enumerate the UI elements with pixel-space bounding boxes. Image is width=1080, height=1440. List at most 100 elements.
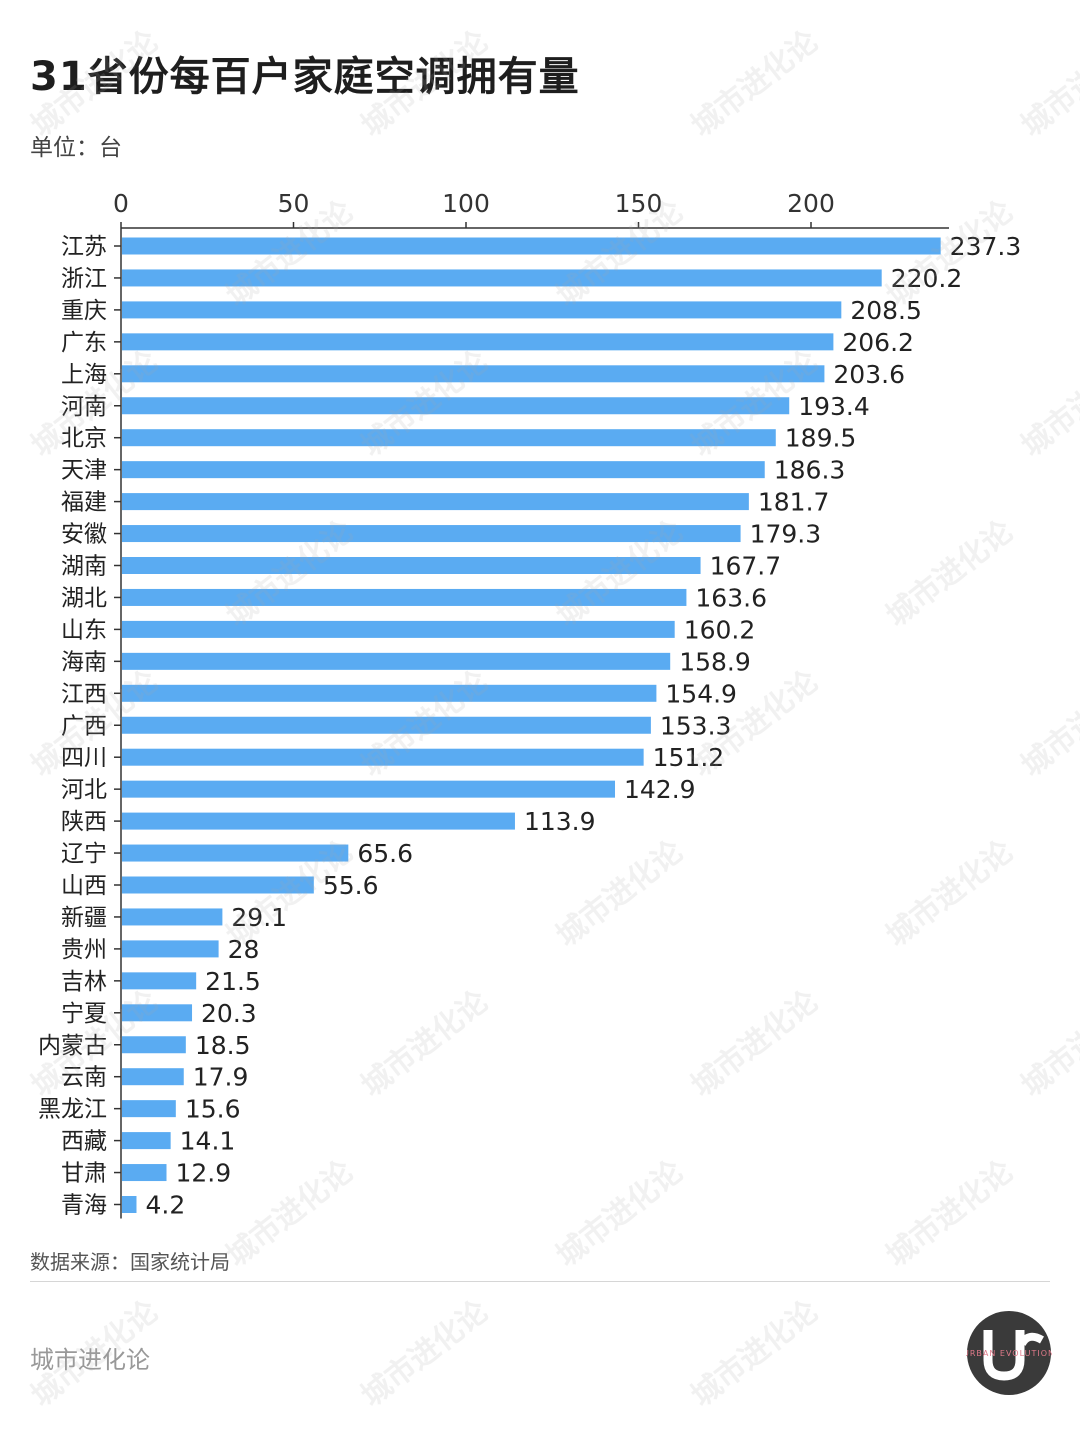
bar	[122, 748, 644, 766]
category-label: 内蒙古	[38, 1033, 107, 1059]
x-tick-label: 200	[787, 189, 835, 218]
category-label: 广西	[61, 713, 107, 739]
x-tick-label: 150	[615, 189, 663, 218]
category-label: 江西	[61, 681, 107, 707]
bar-chart: 0 50 100 150 200 江苏 237.3 浙江 220.2 重庆 208.5 广东 206.2…	[38, 189, 1022, 1220]
value-label: 237.3	[950, 232, 1022, 261]
category-label: 福建	[61, 490, 107, 516]
value-label: 193.4	[798, 392, 870, 421]
bar	[122, 1164, 167, 1182]
value-label: 21.5	[205, 967, 261, 996]
value-label: 203.6	[833, 360, 905, 389]
logo-text: URBAN EVOLUTION	[966, 1349, 1052, 1358]
category-label: 新疆	[61, 905, 107, 931]
bar	[122, 812, 515, 830]
category-label: 贵州	[61, 937, 107, 963]
footer-divider	[30, 1281, 1050, 1282]
bar	[122, 493, 749, 511]
category-label: 海南	[61, 649, 107, 675]
value-label: 220.2	[891, 264, 963, 293]
value-label: 29.1	[231, 903, 287, 932]
category-label: 宁夏	[61, 1001, 107, 1027]
bar	[122, 876, 314, 894]
value-label: 17.9	[193, 1063, 249, 1092]
value-label: 12.9	[176, 1159, 232, 1188]
category-label: 广东	[61, 330, 107, 356]
bar	[122, 333, 834, 351]
category-label: 安徽	[61, 522, 107, 548]
value-label: 153.3	[660, 711, 732, 740]
bar	[122, 1196, 137, 1213]
value-label: 189.5	[785, 424, 857, 453]
value-label: 113.9	[524, 807, 596, 836]
bar	[122, 1036, 186, 1054]
bar	[122, 780, 616, 798]
brand-label: 城市进化论	[30, 1346, 150, 1374]
value-label: 55.6	[323, 871, 379, 900]
value-label: 158.9	[679, 647, 751, 676]
bar	[122, 844, 349, 862]
chart-title: 31省份每百户家庭空调拥有量	[30, 54, 580, 100]
category-label: 辽宁	[61, 841, 107, 867]
category-label: 四川	[61, 745, 107, 771]
unit-label: 单位：台	[30, 135, 122, 161]
category-label: 山西	[61, 873, 107, 899]
watermark: 城市进化论	[354, 1293, 495, 1414]
value-label: 208.5	[850, 296, 922, 325]
category-label: 黑龙江	[38, 1097, 107, 1123]
bar	[122, 908, 223, 926]
value-label: 65.6	[357, 839, 413, 868]
value-label: 206.2	[842, 328, 914, 357]
bar	[122, 269, 882, 287]
x-tick-label: 50	[278, 189, 310, 218]
x-tick-label: 100	[442, 189, 490, 218]
value-label: 15.6	[185, 1095, 241, 1124]
category-label: 天津	[61, 458, 107, 484]
bar	[122, 1068, 184, 1086]
bar	[122, 1132, 171, 1150]
category-label: 山东	[61, 617, 107, 643]
category-label: 江苏	[61, 234, 107, 260]
value-label: 14.1	[180, 1127, 236, 1156]
bar	[122, 940, 219, 958]
bar	[122, 620, 675, 638]
value-label: 179.3	[750, 520, 822, 549]
bar	[122, 1100, 176, 1118]
category-label: 河南	[61, 394, 107, 420]
value-label: 163.6	[695, 583, 767, 612]
category-label: 重庆	[61, 298, 107, 324]
category-label: 陕西	[61, 809, 107, 835]
value-label: 18.5	[195, 1031, 251, 1060]
bar	[122, 397, 790, 415]
bar	[122, 652, 671, 670]
category-label: 西藏	[61, 1129, 107, 1155]
value-label: 167.7	[710, 552, 782, 581]
bar	[122, 525, 741, 543]
value-label: 181.7	[758, 488, 830, 517]
value-label: 142.9	[624, 775, 696, 804]
bar	[122, 716, 651, 734]
category-label: 湖北	[61, 585, 107, 611]
x-tick-label: 0	[113, 189, 129, 218]
value-label: 20.3	[201, 999, 257, 1028]
bar	[122, 461, 765, 479]
bar	[122, 365, 825, 383]
category-label: 云南	[61, 1065, 107, 1091]
category-label: 湖南	[61, 554, 107, 580]
bar	[122, 301, 842, 319]
bar	[122, 557, 701, 574]
value-label: 28	[228, 935, 260, 964]
bar	[122, 588, 687, 606]
value-label: 151.2	[653, 743, 725, 772]
brand-logo: URBAN EVOLUTION	[966, 1311, 1052, 1395]
source-label: 数据来源：国家统计局	[30, 1250, 230, 1274]
value-label: 4.2	[145, 1191, 185, 1220]
value-label: 160.2	[684, 615, 756, 644]
category-label: 甘肃	[61, 1161, 107, 1187]
value-label: 186.3	[774, 456, 846, 485]
category-label: 上海	[61, 362, 107, 388]
category-label: 浙江	[61, 266, 107, 292]
value-label: 154.9	[665, 679, 737, 708]
category-label: 吉林	[61, 969, 107, 995]
bar	[122, 429, 776, 447]
